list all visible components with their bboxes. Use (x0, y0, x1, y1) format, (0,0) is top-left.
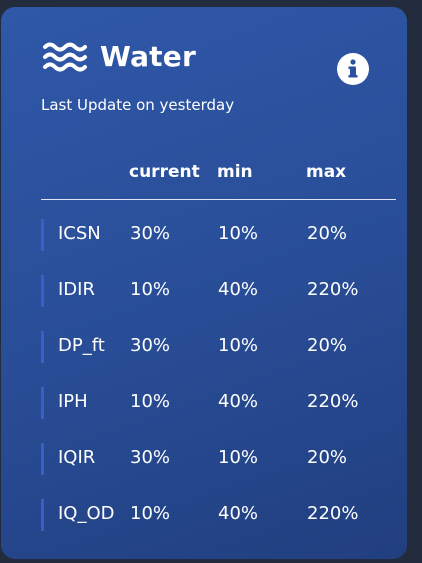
row-name: IPH (58, 391, 88, 412)
row-name: ICSN (58, 223, 101, 244)
row-current: 30% (130, 447, 171, 468)
table-row: IDIR 10% 40% 220% (41, 275, 396, 307)
column-header-min: min (217, 162, 253, 182)
row-min: 40% (218, 503, 259, 524)
row-current: 10% (130, 391, 171, 412)
table-row: DP_ft 30% 10% 20% (41, 331, 396, 363)
row-name: IQ_OD (58, 503, 115, 524)
row-min: 40% (218, 391, 259, 412)
row-min: 10% (218, 335, 259, 356)
row-min: 10% (218, 223, 259, 244)
row-accent-bar (41, 443, 44, 475)
row-current: 10% (130, 503, 171, 524)
card-header: Water (42, 39, 196, 73)
row-name: IQIR (58, 447, 96, 468)
info-icon[interactable] (337, 53, 369, 85)
table-row: IPH 10% 40% 220% (41, 387, 396, 419)
card-title: Water (100, 39, 196, 73)
row-current: 30% (130, 223, 171, 244)
row-max: 20% (307, 335, 348, 356)
row-accent-bar (41, 275, 44, 307)
row-min: 40% (218, 279, 259, 300)
row-current: 30% (130, 335, 171, 356)
row-accent-bar (41, 331, 44, 363)
row-current: 10% (130, 279, 171, 300)
row-accent-bar (41, 387, 44, 419)
table-row: IQ_OD 10% 40% 220% (41, 499, 396, 531)
row-max: 20% (307, 447, 348, 468)
row-max: 20% (307, 223, 348, 244)
header-divider (41, 199, 396, 200)
row-max: 220% (307, 391, 359, 412)
column-header-current: current (129, 162, 200, 182)
row-name: IDIR (58, 279, 95, 300)
column-header-max: max (306, 162, 347, 182)
table-row: IQIR 30% 10% 20% (41, 443, 396, 475)
row-min: 10% (218, 447, 259, 468)
water-waves-icon (43, 42, 87, 72)
row-max: 220% (307, 503, 359, 524)
table-row: ICSN 30% 10% 20% (41, 219, 396, 251)
water-card: Water Last Update on yesterday current m… (1, 7, 407, 559)
last-update-text: Last Update on yesterday (41, 96, 235, 114)
row-accent-bar (41, 219, 44, 251)
row-max: 220% (307, 279, 359, 300)
row-name: DP_ft (58, 335, 105, 356)
row-accent-bar (41, 499, 44, 531)
